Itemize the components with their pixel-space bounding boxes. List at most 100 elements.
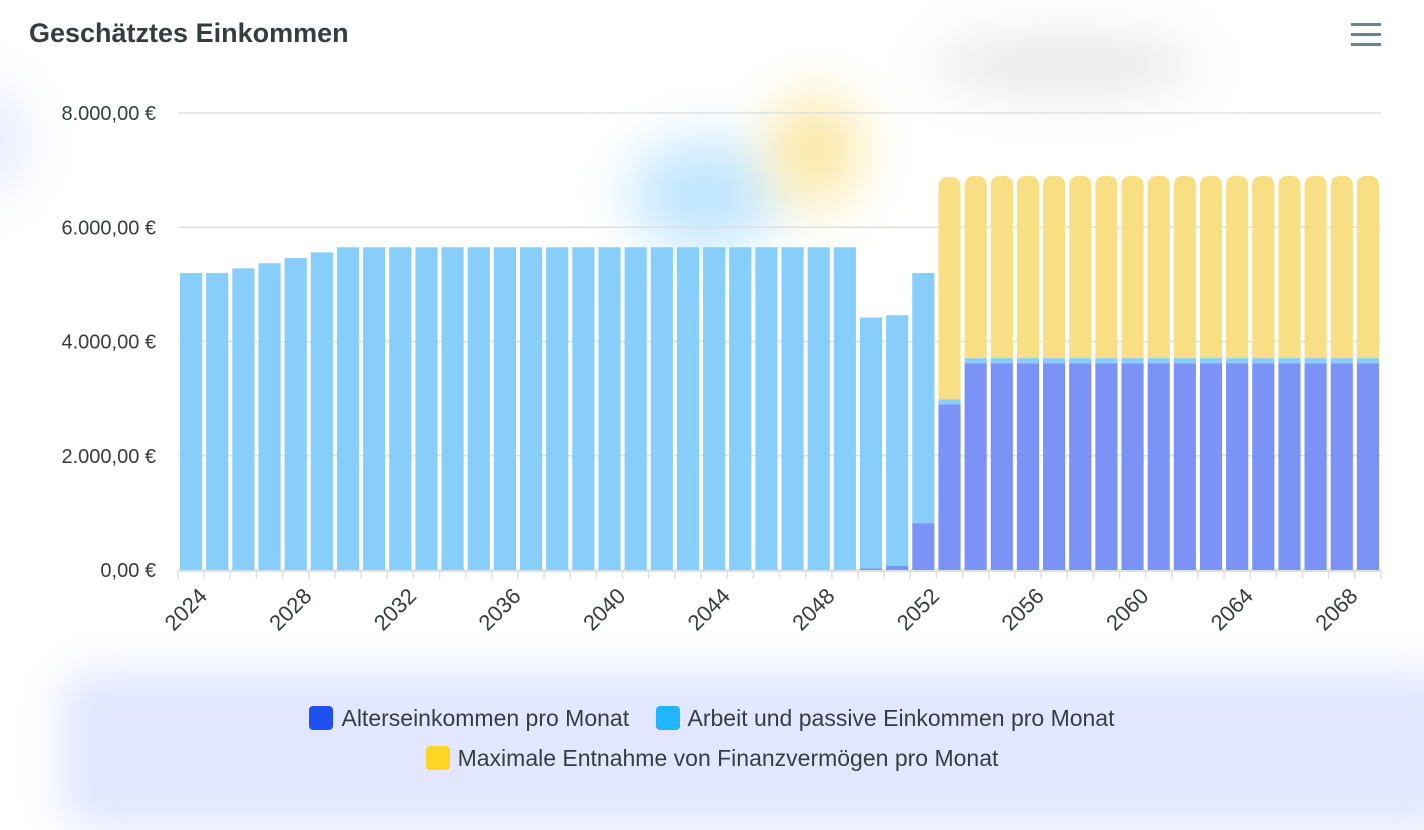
bar-segment[interactable] — [1278, 358, 1301, 364]
bar-segment[interactable] — [1199, 363, 1223, 570]
bar-segment[interactable] — [1199, 358, 1223, 364]
bar-segment[interactable] — [912, 272, 935, 524]
x-tick-label: 2024 — [160, 583, 212, 635]
bar-segment[interactable] — [1252, 358, 1275, 364]
bar-segment[interactable] — [467, 247, 490, 570]
stacked-bar-chart: 8.000,00 € 6.000,00 € 4.000,00 € 2.000,00 €… — [61, 103, 1382, 635]
bar-segment[interactable] — [1095, 358, 1118, 364]
bar-segment[interactable] — [1199, 175, 1223, 359]
legend-item-alterseinkommen[interactable]: Alterseinkommen pro Monat — [309, 700, 629, 736]
bar-segment[interactable] — [1330, 363, 1353, 570]
bar-segment[interactable] — [363, 247, 386, 570]
bar-segment[interactable] — [859, 568, 883, 570]
bar-segment[interactable] — [598, 247, 621, 570]
bar-segment[interactable] — [859, 317, 883, 569]
x-tick-label: 2064 — [1206, 583, 1258, 635]
bar-segment[interactable] — [1278, 175, 1301, 359]
y-axis-labels: 8.000,00 € 6.000,00 € 4.000,00 € 2.000,00 €… — [61, 103, 156, 582]
bar-segment[interactable] — [1016, 175, 1040, 359]
bar-segment[interactable] — [1043, 358, 1066, 364]
x-axis: 2024 2028 2032 2036 2040 2044 2048 2052 2056 2060… — [160, 570, 1382, 635]
bar-segment[interactable] — [1252, 363, 1275, 570]
bar-segment[interactable] — [572, 247, 595, 570]
bar-segment[interactable] — [964, 175, 987, 359]
bar-segment[interactable] — [1173, 175, 1196, 359]
bar-segment[interactable] — [1330, 175, 1353, 359]
bar-segment[interactable] — [676, 247, 700, 570]
bar-segment[interactable] — [703, 247, 726, 570]
bar-segment[interactable] — [1043, 175, 1066, 359]
bar-segment[interactable] — [1121, 363, 1144, 570]
bar-segment[interactable] — [1069, 358, 1092, 364]
x-tick-label: 2060 — [1101, 583, 1153, 635]
bar-segment[interactable] — [1278, 363, 1301, 570]
bar-segment[interactable] — [1173, 358, 1196, 364]
bar-segment[interactable] — [1226, 358, 1249, 364]
y-tick-label: 6.000,00 € — [61, 217, 156, 239]
legend-label: Alterseinkommen pro Monat — [341, 705, 630, 731]
bar-segment[interactable] — [807, 247, 830, 570]
bar-segment[interactable] — [912, 523, 935, 570]
legend-marker-entnahme — [425, 746, 450, 770]
bar-segment[interactable] — [415, 247, 438, 570]
legend-item-entnahme[interactable]: Maximale Entnahme von Finanzvermögen pro… — [425, 740, 998, 776]
bar-segment[interactable] — [990, 358, 1013, 364]
bar-segment[interactable] — [232, 268, 255, 570]
bar-segment[interactable] — [1121, 358, 1144, 364]
bar-segment[interactable] — [180, 272, 203, 570]
bar-segment[interactable] — [519, 247, 543, 570]
x-tick-label: 2048 — [787, 583, 839, 635]
bar-segment[interactable] — [624, 247, 647, 570]
bar-segment[interactable] — [1095, 175, 1118, 359]
bar-segment[interactable] — [650, 247, 673, 570]
legend-item-arbeit[interactable]: Arbeit und passive Einkommen pro Monat — [655, 700, 1115, 736]
bar-segment[interactable] — [990, 175, 1013, 359]
bar-segment[interactable] — [546, 247, 569, 570]
bar-segment[interactable] — [938, 399, 961, 405]
bar-segment[interactable] — [1304, 358, 1327, 364]
bar-segment[interactable] — [1147, 358, 1170, 364]
bar-segment[interactable] — [1173, 363, 1196, 570]
bar-segment[interactable] — [938, 404, 961, 570]
bar-segment[interactable] — [1252, 175, 1275, 359]
bar-segment[interactable] — [990, 363, 1013, 570]
bar-segment[interactable] — [1356, 358, 1379, 364]
bar-segment[interactable] — [1330, 358, 1353, 364]
bar-segment[interactable] — [1147, 175, 1170, 359]
bar-segment[interactable] — [729, 247, 752, 570]
bar-segment[interactable] — [258, 263, 281, 570]
hamburger-menu-icon[interactable] — [1346, 20, 1386, 50]
bar-segment[interactable] — [206, 272, 229, 570]
bar-segment[interactable] — [1304, 363, 1327, 570]
bar-segment[interactable] — [389, 247, 412, 570]
bar-segment[interactable] — [441, 247, 464, 570]
bar-segment[interactable] — [964, 358, 987, 364]
bar-segment[interactable] — [938, 176, 961, 400]
x-tick-label: 2032 — [369, 583, 421, 635]
bar-segment[interactable] — [886, 566, 909, 570]
bar-segment[interactable] — [1069, 363, 1092, 570]
bar-segment[interactable] — [1043, 363, 1066, 570]
x-tick-label: 2052 — [892, 583, 944, 635]
legend-label: Arbeit und passive Einkommen pro Monat — [687, 705, 1115, 731]
bar-segment[interactable] — [1016, 358, 1040, 364]
bar-segment[interactable] — [1147, 363, 1170, 570]
bar-segment[interactable] — [1304, 175, 1327, 359]
bar-segment[interactable] — [1226, 175, 1249, 359]
bar-segment[interactable] — [1356, 175, 1379, 359]
bar-segment[interactable] — [493, 247, 516, 570]
bar-segment[interactable] — [781, 247, 804, 570]
bar-segment[interactable] — [964, 363, 987, 570]
bar-segment[interactable] — [1016, 363, 1040, 570]
bar-segment[interactable] — [1121, 175, 1144, 359]
bar-segment[interactable] — [833, 247, 856, 570]
bar-segment[interactable] — [1226, 363, 1249, 570]
bar-segment[interactable] — [310, 252, 333, 570]
bar-segment[interactable] — [1356, 363, 1379, 570]
bar-segment[interactable] — [755, 247, 778, 570]
bar-segment[interactable] — [886, 315, 909, 567]
bar-segment[interactable] — [284, 258, 307, 570]
bar-segment[interactable] — [1095, 363, 1118, 570]
bar-segment[interactable] — [336, 247, 360, 570]
bar-segment[interactable] — [1069, 175, 1092, 359]
